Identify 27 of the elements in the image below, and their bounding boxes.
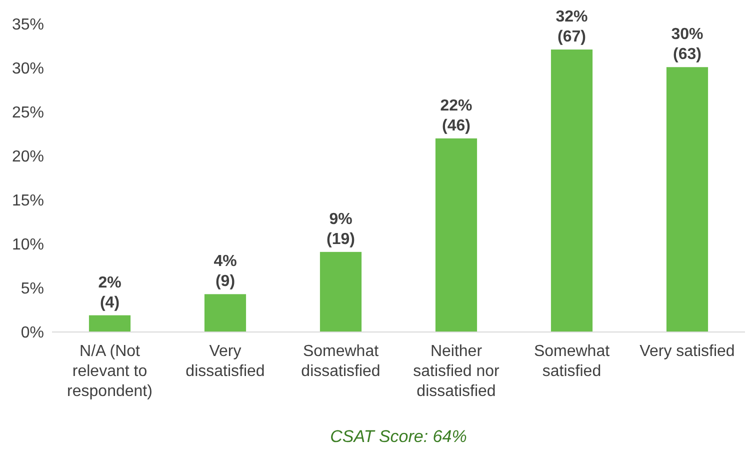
bar: [88, 315, 131, 332]
y-tick-label: 0%: [20, 324, 44, 342]
x-tick-label: Very dissatisfied: [186, 343, 265, 380]
bar: [666, 67, 708, 332]
y-tick-label: 15%: [12, 192, 44, 210]
y-tick-label: 10%: [12, 236, 44, 254]
text: CSAT Score: 64%: [330, 427, 467, 446]
data-label: 30% (63): [671, 26, 704, 64]
bar: [204, 294, 246, 332]
data-label: 2% (4): [98, 274, 122, 312]
x-tick-label: N/A (Not relevant to respondent): [67, 343, 152, 400]
data-label: 32% (67): [556, 8, 588, 46]
x-tick-label: Somewhat dissatisfied: [301, 343, 380, 380]
x-tick-label: Somewhat satisfied: [534, 343, 610, 380]
bar: [320, 252, 362, 332]
y-tick-label: 35%: [12, 16, 44, 34]
y-tick-label: 20%: [12, 148, 44, 166]
data-label: 4% (9): [214, 253, 237, 290]
bar: [435, 138, 478, 332]
data-label: 22% (46): [440, 97, 472, 134]
data-label: 9% (19): [326, 210, 355, 248]
x-tick-label: Very satisfied: [640, 343, 735, 360]
y-tick-label: 25%: [12, 104, 44, 122]
y-tick-label: 5%: [20, 280, 44, 298]
y-tick-label: 30%: [12, 60, 44, 78]
x-tick-label: Neither satisfied nor dissatisfied: [413, 343, 500, 400]
bar: [550, 50, 593, 332]
